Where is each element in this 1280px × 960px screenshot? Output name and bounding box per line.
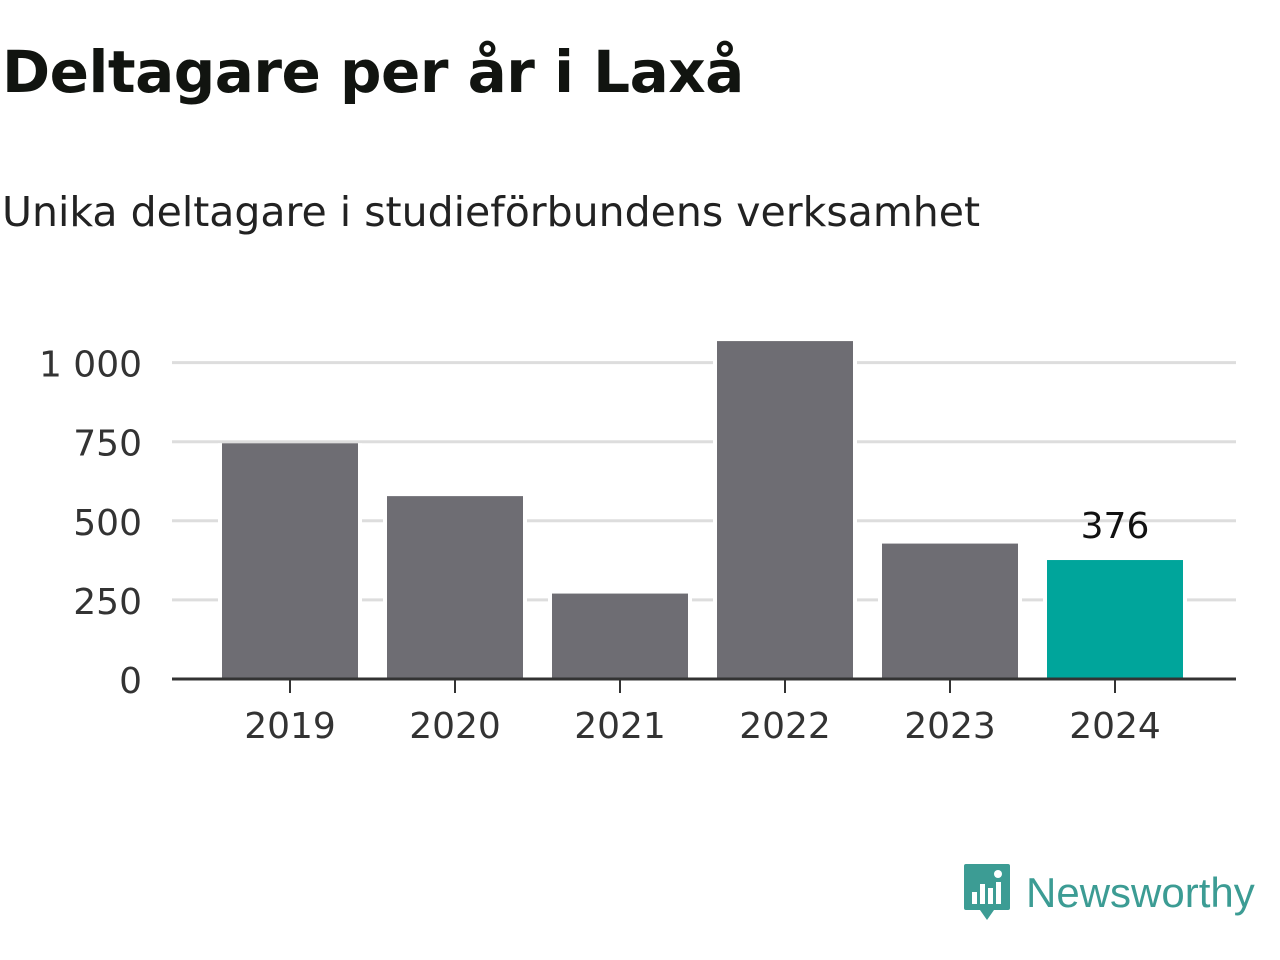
chart-subtitle: Unika deltagare i studieförbundens verks…	[2, 188, 981, 236]
x-tick-label: 2019	[244, 706, 336, 747]
x-tick-label: 2022	[739, 706, 831, 747]
bar	[717, 341, 853, 679]
brand-logo: Newsworthy	[962, 862, 1255, 924]
data-label: 376	[1081, 506, 1150, 547]
y-tick-label: 250	[73, 582, 142, 623]
newsworthy-logo-icon	[964, 864, 1010, 920]
bar	[387, 496, 523, 679]
bar	[222, 443, 358, 679]
x-tick-label: 2020	[409, 706, 501, 747]
y-tick-label: 500	[73, 503, 142, 544]
x-tick-label: 2021	[574, 706, 666, 747]
bar	[1047, 560, 1183, 679]
bar	[552, 593, 688, 679]
x-tick-label: 2023	[904, 706, 996, 747]
y-tick-label: 750	[73, 424, 142, 465]
bar	[882, 543, 1018, 679]
y-tick-label: 1 000	[39, 345, 142, 386]
chart-title: Deltagare per år i Laxå	[2, 38, 744, 106]
brand-name: Newsworthy	[1026, 869, 1255, 916]
y-tick-label: 0	[119, 661, 142, 702]
x-tick-label: 2024	[1069, 706, 1161, 747]
